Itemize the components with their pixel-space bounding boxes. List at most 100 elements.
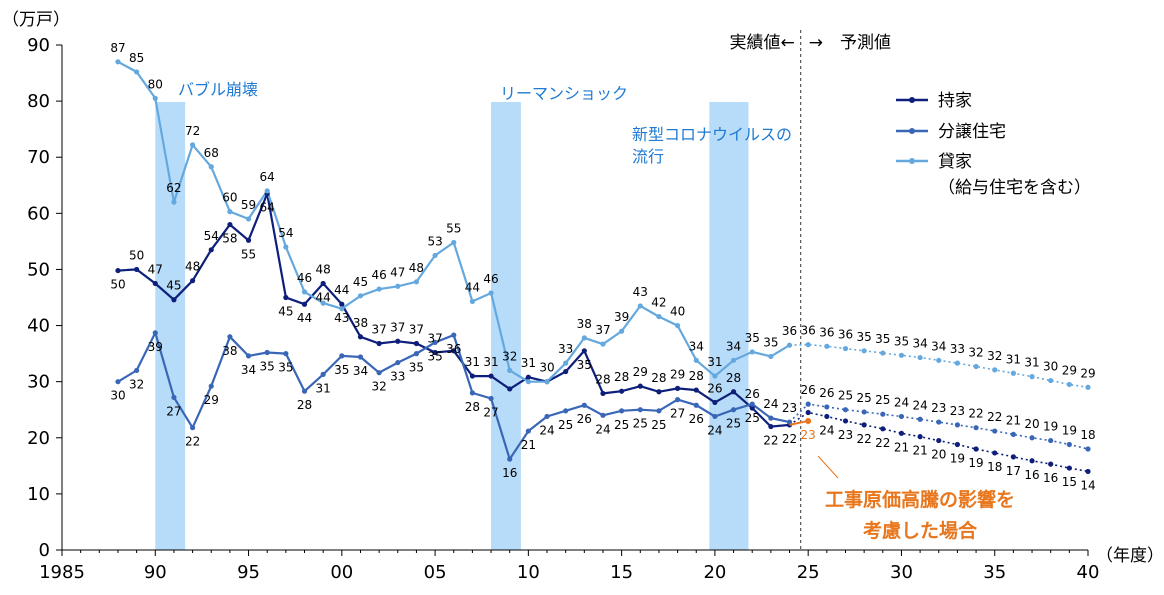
- series-point-1: [357, 334, 364, 340]
- series-point-1: [152, 280, 158, 287]
- data-label: 18: [987, 460, 1002, 474]
- legend-marker-2: [909, 128, 915, 134]
- forecast-point-1: [1085, 468, 1091, 475]
- data-label: 64: [260, 201, 275, 215]
- series-point-3: [600, 341, 606, 347]
- data-label: 24: [707, 423, 722, 437]
- data-label: 87: [110, 41, 125, 55]
- highlight-leader: [817, 455, 839, 479]
- data-label: 22: [968, 407, 983, 421]
- series-point-2: [525, 428, 531, 434]
- forecast-point-2: [842, 407, 849, 413]
- series-point-3: [395, 283, 401, 289]
- series-point-1: [619, 388, 625, 394]
- data-label: 36: [838, 328, 853, 342]
- series-point-3: [712, 373, 718, 379]
- data-label: 22: [782, 432, 797, 446]
- forecast-point-1: [898, 430, 905, 436]
- series-point-1: [675, 385, 681, 391]
- forecast-point-3: [1066, 381, 1072, 388]
- series-point-3: [768, 353, 774, 360]
- x-tick-label: 05: [424, 562, 447, 583]
- highlight-segment: [789, 419, 809, 426]
- data-label: 25: [651, 418, 666, 432]
- y-tick-label: 80: [27, 91, 50, 112]
- series-point-2: [171, 394, 177, 400]
- series-point-1: [693, 387, 699, 393]
- data-label: 23: [931, 401, 946, 415]
- shaded-period-label-2: リーマンショック: [500, 84, 628, 103]
- data-label: 45: [278, 305, 293, 319]
- data-label: 32: [129, 377, 144, 391]
- forecast-point-2: [1048, 437, 1054, 444]
- series-point-1: [376, 340, 382, 347]
- data-label: 55: [446, 222, 461, 236]
- x-tick-label: 00: [330, 562, 353, 583]
- legend-marker-3: [909, 158, 915, 164]
- forecast-point-1: [973, 446, 979, 452]
- forecast-point-2: [805, 401, 811, 407]
- data-label: 29: [1080, 366, 1095, 380]
- data-label: 36: [801, 324, 816, 338]
- data-label: 44: [334, 283, 349, 297]
- data-label: 31: [465, 355, 480, 369]
- data-label: 28: [614, 370, 629, 384]
- series-point-2: [301, 388, 308, 394]
- y-tick-label: 40: [27, 316, 50, 337]
- shaded-period-3: [709, 102, 749, 550]
- x-tick-label: 10: [517, 562, 540, 583]
- data-label: 28: [595, 372, 610, 386]
- series-point-3: [656, 313, 662, 320]
- forecast-point-3: [898, 352, 905, 358]
- data-label: 31: [521, 356, 536, 370]
- data-label: 58: [222, 232, 237, 246]
- series-point-3: [675, 322, 681, 329]
- data-label: 25: [857, 391, 872, 405]
- series-point-1: [134, 266, 140, 273]
- data-label: 21: [912, 444, 927, 458]
- data-label: 31: [707, 355, 722, 369]
- data-label: 21: [894, 440, 909, 454]
- series-point-3: [283, 244, 289, 250]
- forecast-point-3: [805, 342, 811, 348]
- data-label: 35: [409, 361, 424, 375]
- series-point-3: [245, 216, 252, 222]
- data-label: 54: [278, 226, 293, 240]
- data-label: 72: [185, 124, 200, 138]
- forecast-point-3: [1085, 384, 1091, 390]
- data-label: 40: [670, 305, 685, 319]
- highlight-value-label: 23: [801, 428, 816, 442]
- data-label: 34: [353, 364, 368, 378]
- legend-label-1: 持家: [938, 91, 972, 111]
- series-point-2: [432, 339, 438, 345]
- forecast-point-1: [1010, 454, 1016, 460]
- data-label: 30: [539, 361, 554, 375]
- data-label: 15: [1062, 475, 1077, 489]
- data-label: 33: [558, 342, 573, 356]
- forecast-point-2: [1085, 446, 1091, 452]
- data-label: 23: [950, 404, 965, 418]
- series-point-2: [451, 332, 457, 338]
- data-label: 30: [110, 389, 125, 403]
- x-tick-label: 15: [610, 562, 633, 583]
- forecast-point-3: [917, 354, 923, 361]
- data-label: 25: [726, 417, 741, 431]
- series-point-2: [227, 334, 233, 340]
- series-point-1: [730, 389, 737, 395]
- data-label: 26: [707, 381, 722, 395]
- data-label: 47: [390, 265, 405, 279]
- series-point-1: [245, 237, 252, 243]
- y-tick-label: 50: [27, 259, 50, 280]
- y-tick-label: 90: [27, 35, 50, 56]
- data-label: 45: [166, 279, 181, 293]
- forecast-point-1: [880, 426, 886, 432]
- series-point-1: [283, 294, 289, 301]
- series-point-3: [413, 279, 420, 285]
- series-point-2: [749, 401, 755, 407]
- actual-label: 実績値←: [729, 33, 794, 53]
- series-point-2: [339, 353, 345, 359]
- data-label: 24: [912, 398, 927, 412]
- data-label: 34: [912, 337, 927, 351]
- shaded-period-label-3: 新型コロナウイルスの: [632, 125, 792, 144]
